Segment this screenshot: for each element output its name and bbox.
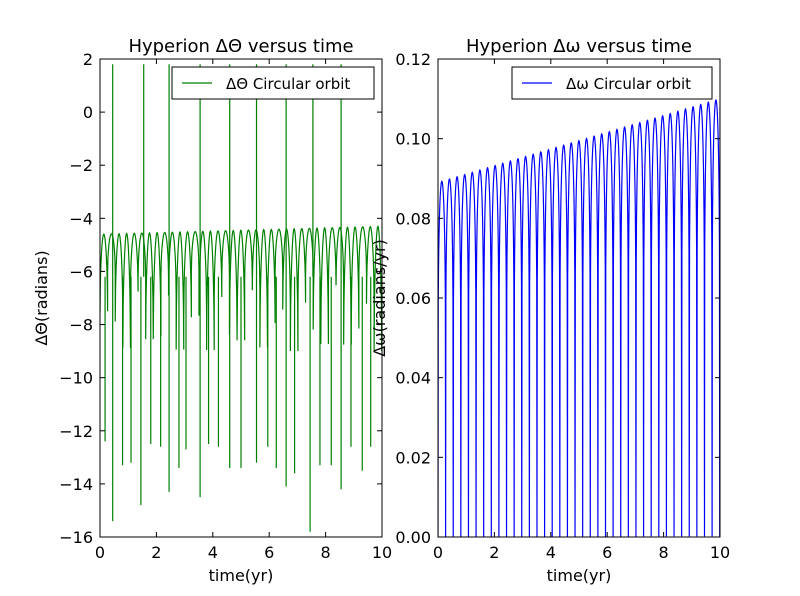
theta-y-tick-label: −8 [69, 316, 93, 335]
theta-y-tick-label: −14 [59, 475, 93, 494]
omega-plot-title: Hyperion Δω versus time [466, 36, 692, 57]
omega-axes-frame [437, 58, 721, 538]
theta-x-tick-label: 8 [321, 543, 331, 562]
omega-x-tick-label: 8 [659, 543, 669, 562]
theta-y-axis-label: ΔΘ(radians) [32, 250, 51, 345]
omega-x-tick-label: 6 [602, 543, 612, 562]
omega-series-line [438, 98, 720, 537]
theta-plot-area [100, 64, 382, 532]
omega-legend: Δω Circular orbit [511, 66, 713, 100]
omega-plot-panel: Hyperion Δω versus time 0 2 4 6 8 100.120.100… [370, 36, 730, 585]
theta-series-line [100, 225, 382, 352]
omega-y-tick-label: 0.10 [395, 130, 431, 149]
omega-tick-group: 0 2 4 6 8 10 0.12 0.10 0.08 0.06 0.04 0.02 0.00 [395, 50, 730, 562]
theta-x-tick-label: 2 [151, 543, 161, 562]
omega-y-tick-label: 0.02 [395, 448, 431, 467]
omega-y-tick-label: 0.06 [395, 289, 431, 308]
omega-plot-area [438, 98, 720, 537]
theta-y-tick-label: −10 [59, 369, 93, 388]
omega-x-tick-label: 2 [489, 543, 499, 562]
omega-x-tick-label: 10 [710, 543, 730, 562]
theta-y-tick-label: 0 [83, 103, 93, 122]
theta-legend: ΔΘ Circular orbit [171, 66, 375, 100]
theta-plot-title: Hyperion ΔΘ versus time [128, 36, 353, 57]
theta-x-tick-label: 4 [208, 543, 218, 562]
theta-legend-label: ΔΘ Circular orbit [226, 75, 350, 93]
omega-y-tick-label: 0.04 [395, 369, 431, 388]
omega-y-tick-label: 0.08 [395, 209, 431, 228]
theta-y-tick-label: −16 [59, 528, 93, 547]
omega-y-tick-label: 0.00 [395, 528, 431, 547]
omega-x-tick-label: 0 [433, 543, 443, 562]
theta-x-tick-label: 0 [95, 543, 105, 562]
omega-series-group [438, 98, 720, 537]
theta-tick-group: 0 2 4 6 8 10 2 0 −2 −4 −6 −8 −10 −12 −14 −16 [59, 50, 392, 562]
theta-x-tick-label: 10 [372, 543, 392, 562]
theta-axes-frame [99, 58, 383, 538]
theta-x-axis-label: time(yr) [209, 566, 274, 585]
omega-y-axis-label: Δω(radians/yr) [370, 239, 389, 357]
theta-y-tick-label: −4 [69, 209, 93, 228]
omega-x-axis-label: time(yr) [547, 566, 612, 585]
omega-legend-label: Δω Circular orbit [566, 75, 691, 93]
theta-y-tick-label: −12 [59, 422, 93, 441]
omega-y-tick-label: 0.12 [395, 50, 431, 69]
theta-y-tick-label: 2 [83, 50, 93, 69]
theta-y-tick-label: −2 [69, 156, 93, 175]
theta-plot-panel: Hyperion ΔΘ versus time 0 2 4 6 8 10 2 0 −2 −4 −6 −… [32, 36, 392, 585]
omega-x-tick-label: 4 [546, 543, 556, 562]
theta-y-tick-label: −6 [69, 262, 93, 281]
theta-series-group [100, 64, 382, 532]
theta-x-tick-label: 6 [264, 543, 274, 562]
